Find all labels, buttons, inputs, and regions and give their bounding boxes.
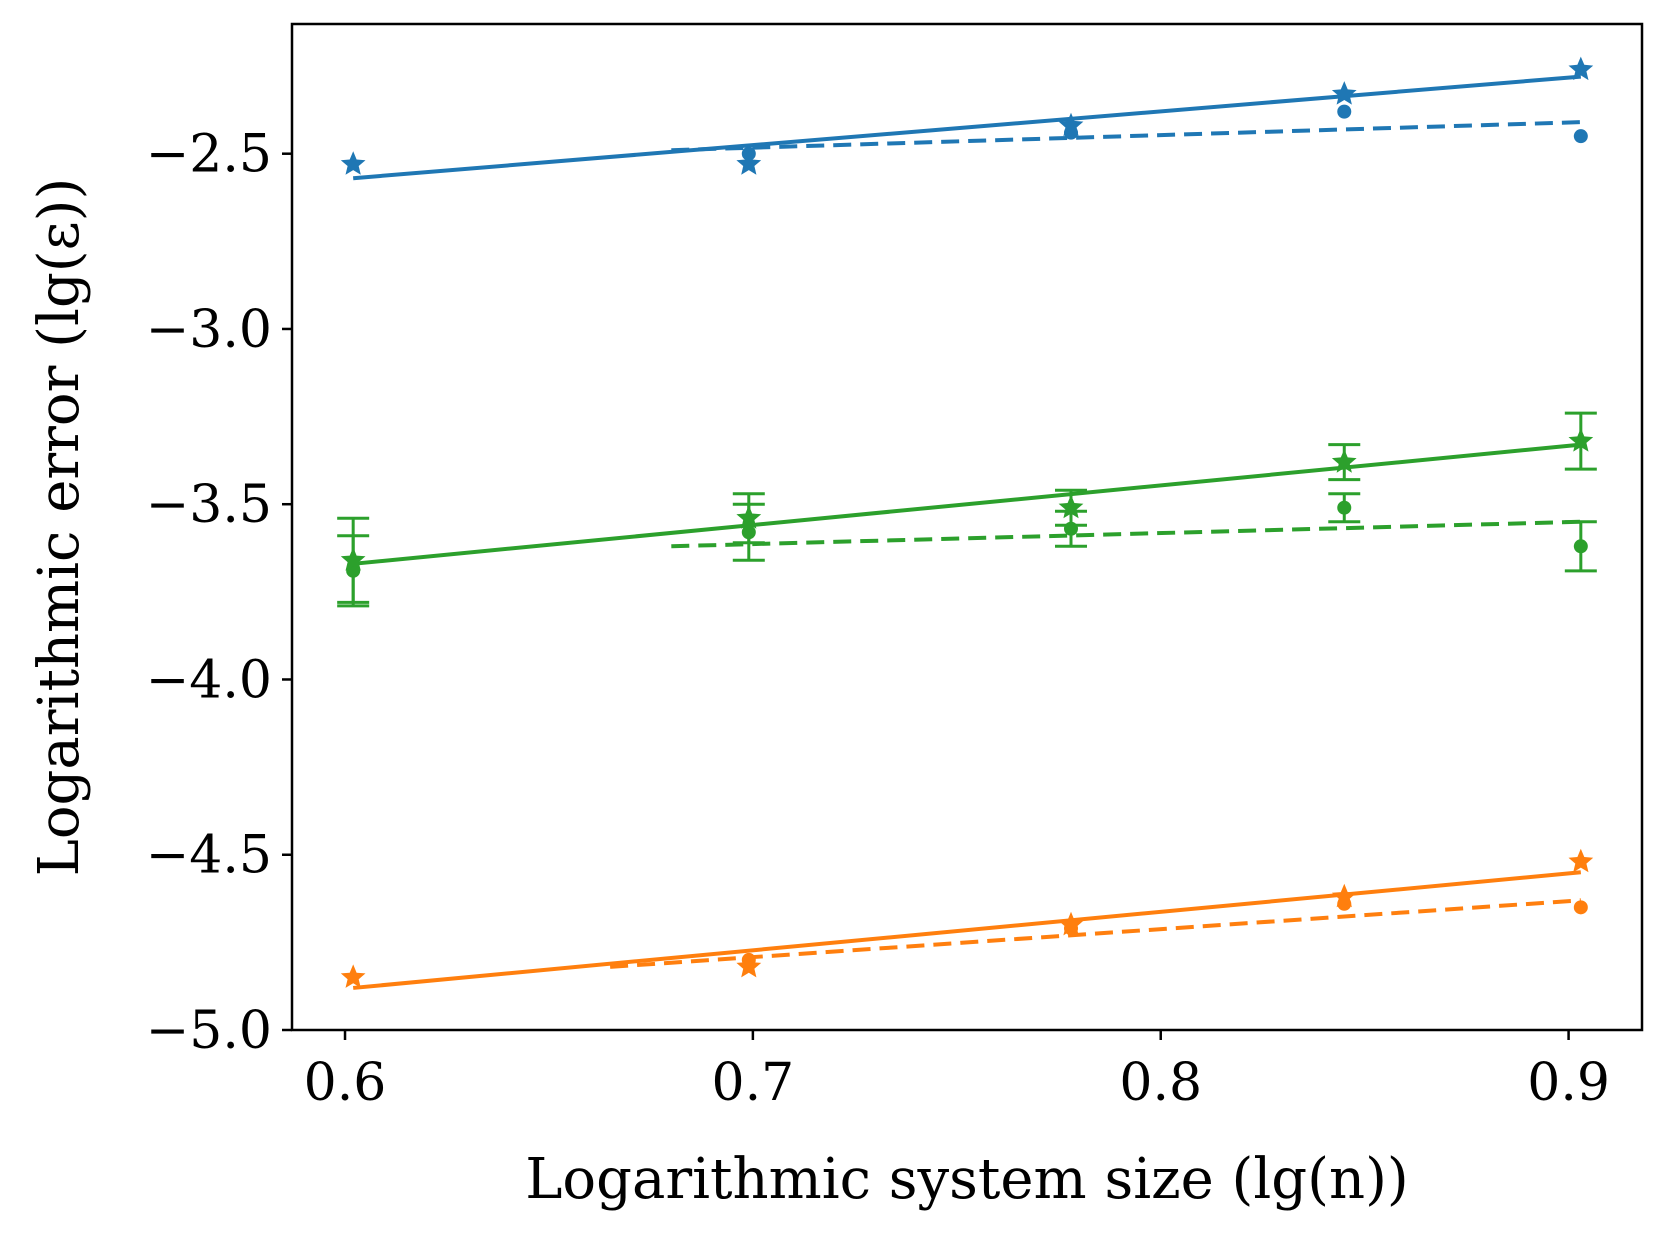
orange-star-point <box>1331 883 1357 908</box>
green-series <box>337 411 1597 608</box>
green-star-point <box>1568 428 1594 452</box>
y-tick-label: −3.5 <box>146 475 272 535</box>
x-axis-ticks: 0.6 0.7 0.8 0.9 <box>304 1030 1610 1113</box>
y-tick-label: −3.0 <box>146 300 272 360</box>
x-tick-label: 0.7 <box>712 1053 795 1113</box>
blue-star-point <box>736 151 762 175</box>
blue-dashed-fit-line <box>671 120 1581 153</box>
blue-series <box>340 56 1594 181</box>
x-axis-title: Logarithmic system size (lg(n)) <box>525 1147 1409 1212</box>
blue-star-point <box>340 151 366 175</box>
blue-dot-point <box>1573 129 1588 144</box>
green-dot-point <box>1337 500 1352 515</box>
orange-star-point <box>736 953 762 978</box>
y-tick-label: −4.0 <box>146 650 272 710</box>
x-tick-label: 0.6 <box>304 1053 387 1113</box>
y-axis-ticks: −2.5 −3.0 −3.5 −4.0 −4.5 −5.0 <box>146 125 292 1061</box>
x-tick-label: 0.9 <box>1527 1053 1610 1113</box>
blue-solid-fit-line <box>353 74 1581 181</box>
green-dot-point <box>1573 539 1588 554</box>
orange-solid-fit-line <box>352 870 1582 990</box>
orange-star-point <box>340 964 366 988</box>
green-star-point <box>340 547 366 571</box>
y-tick-label: −2.5 <box>146 125 272 185</box>
orange-star-point <box>1058 911 1084 936</box>
plot-frame <box>290 22 1644 1032</box>
orange-star-point <box>1568 848 1594 873</box>
y-axis-title: Logarithmic error (lg(ε)) <box>27 178 92 877</box>
green-star-point <box>1058 494 1084 519</box>
y-tick-label: −5.0 <box>146 1001 272 1061</box>
blue-star-point <box>1058 112 1084 137</box>
orange-dashed-fit-line <box>609 898 1581 969</box>
y-tick-label: −4.5 <box>146 826 272 886</box>
green-star-point <box>736 505 762 529</box>
blue-dot-point <box>1337 104 1352 119</box>
orange-series <box>340 848 1594 990</box>
orange-dot-point <box>1573 900 1588 915</box>
green-dashed-fit-line <box>671 519 1581 549</box>
plot-layer <box>337 56 1597 990</box>
green-star-point <box>1331 449 1357 473</box>
blue-star-point <box>1568 56 1594 81</box>
green-solid-fit-line <box>352 442 1582 566</box>
x-tick-label: 0.8 <box>1119 1053 1202 1113</box>
blue-star-point <box>1331 81 1357 105</box>
